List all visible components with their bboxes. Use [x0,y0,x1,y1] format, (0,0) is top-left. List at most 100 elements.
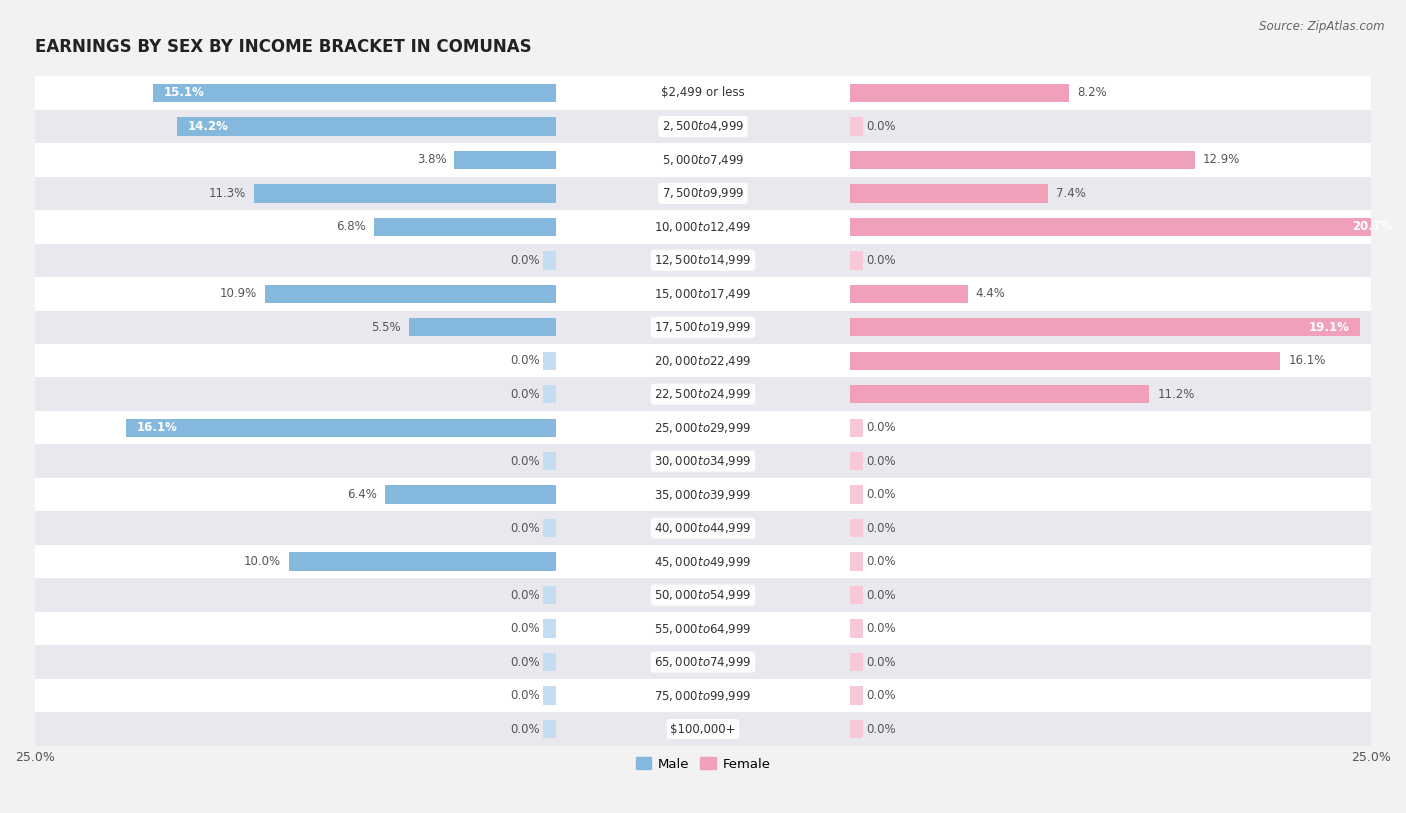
Text: 6.8%: 6.8% [336,220,367,233]
Text: 10.9%: 10.9% [219,287,257,300]
Text: 0.0%: 0.0% [510,388,540,401]
Bar [543,452,555,471]
Text: 0.0%: 0.0% [866,589,896,602]
Bar [851,485,863,504]
Text: $2,499 or less: $2,499 or less [661,86,745,99]
Bar [409,318,555,337]
Text: 11.3%: 11.3% [209,187,246,200]
Text: $12,500 to $14,999: $12,500 to $14,999 [654,254,752,267]
Bar [851,519,863,537]
Bar [851,452,863,471]
Text: 0.0%: 0.0% [510,454,540,467]
Bar [152,84,555,102]
Text: $20,000 to $22,499: $20,000 to $22,499 [654,354,752,367]
Bar [35,76,1371,110]
Bar [35,679,1371,712]
Bar [543,720,555,738]
Bar [35,210,1371,244]
Text: 0.0%: 0.0% [866,488,896,501]
Text: 0.0%: 0.0% [866,555,896,568]
Text: $50,000 to $54,999: $50,000 to $54,999 [654,588,752,602]
Text: 12.9%: 12.9% [1202,154,1240,167]
Text: 0.0%: 0.0% [510,655,540,668]
Bar [851,251,863,270]
Bar [35,712,1371,746]
Text: 0.0%: 0.0% [510,354,540,367]
Bar [851,620,863,638]
Text: 0.0%: 0.0% [510,254,540,267]
Text: 6.4%: 6.4% [347,488,377,501]
Text: 4.4%: 4.4% [976,287,1005,300]
Text: $40,000 to $44,999: $40,000 to $44,999 [654,521,752,535]
Bar [851,351,1281,370]
Text: $35,000 to $39,999: $35,000 to $39,999 [654,488,752,502]
Text: 0.0%: 0.0% [510,622,540,635]
Bar [851,150,1195,169]
Bar [288,552,555,571]
Text: 20.7%: 20.7% [1351,220,1392,233]
Bar [35,411,1371,445]
Bar [35,244,1371,277]
Bar [851,184,1047,202]
Text: 0.0%: 0.0% [510,723,540,736]
Bar [35,478,1371,511]
Text: 10.0%: 10.0% [243,555,281,568]
Bar [543,620,555,638]
Text: 0.0%: 0.0% [866,454,896,467]
Text: 0.0%: 0.0% [510,522,540,535]
Text: $22,500 to $24,999: $22,500 to $24,999 [654,387,752,402]
Bar [35,110,1371,143]
Bar [851,586,863,604]
Bar [35,277,1371,311]
Bar [851,218,1403,236]
Bar [851,686,863,705]
Text: 5.5%: 5.5% [371,321,401,334]
Text: 16.1%: 16.1% [1288,354,1326,367]
Bar [35,377,1371,411]
Text: 15.1%: 15.1% [163,86,204,99]
Bar [35,612,1371,646]
Bar [35,646,1371,679]
Text: 0.0%: 0.0% [866,522,896,535]
Bar [851,285,967,303]
Text: 0.0%: 0.0% [510,589,540,602]
Text: $30,000 to $34,999: $30,000 to $34,999 [654,454,752,468]
Text: 0.0%: 0.0% [866,622,896,635]
Text: 0.0%: 0.0% [866,120,896,133]
Bar [264,285,555,303]
Text: 11.2%: 11.2% [1157,388,1195,401]
Bar [543,519,555,537]
Bar [35,445,1371,478]
Text: $65,000 to $74,999: $65,000 to $74,999 [654,655,752,669]
Bar [851,117,863,136]
Bar [543,586,555,604]
Bar [851,84,1069,102]
Bar [35,176,1371,210]
Bar [543,251,555,270]
Bar [35,511,1371,545]
Bar [35,578,1371,612]
Text: $15,000 to $17,499: $15,000 to $17,499 [654,287,752,301]
Text: $55,000 to $64,999: $55,000 to $64,999 [654,622,752,636]
Text: 3.8%: 3.8% [416,154,447,167]
Text: $2,500 to $4,999: $2,500 to $4,999 [662,120,744,133]
Text: $7,500 to $9,999: $7,500 to $9,999 [662,186,744,200]
Text: 0.0%: 0.0% [866,723,896,736]
Bar [454,150,555,169]
Text: $5,000 to $7,499: $5,000 to $7,499 [662,153,744,167]
Text: Source: ZipAtlas.com: Source: ZipAtlas.com [1260,20,1385,33]
Bar [35,344,1371,377]
Bar [851,720,863,738]
Bar [35,311,1371,344]
Text: 0.0%: 0.0% [510,689,540,702]
Text: 0.0%: 0.0% [866,655,896,668]
Bar [851,318,1361,337]
Text: 0.0%: 0.0% [866,254,896,267]
Text: 0.0%: 0.0% [866,689,896,702]
Bar [543,385,555,403]
Text: 0.0%: 0.0% [866,421,896,434]
Bar [543,653,555,672]
Text: $75,000 to $99,999: $75,000 to $99,999 [654,689,752,702]
Bar [35,143,1371,176]
Bar [543,351,555,370]
